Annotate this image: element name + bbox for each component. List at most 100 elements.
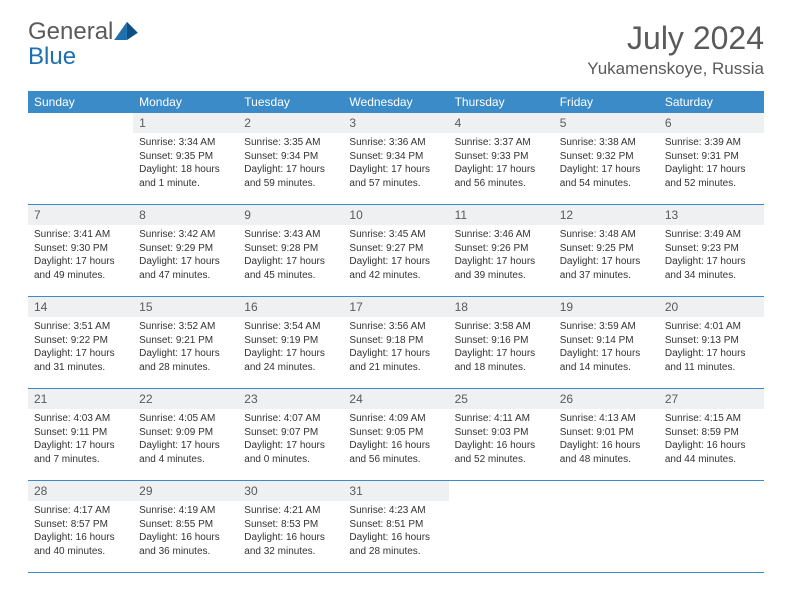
day-cell: 4Sunrise: 3:37 AMSunset: 9:33 PMDaylight…	[449, 113, 554, 205]
day-cell: 17Sunrise: 3:56 AMSunset: 9:18 PMDayligh…	[343, 297, 448, 389]
day-number: 28	[28, 481, 133, 501]
calendar-table: Sunday Monday Tuesday Wednesday Thursday…	[28, 91, 764, 573]
day-cell: 26Sunrise: 4:13 AMSunset: 9:01 PMDayligh…	[554, 389, 659, 481]
day-number: 2	[238, 113, 343, 133]
day-text: Sunrise: 3:43 AMSunset: 9:28 PMDaylight:…	[238, 225, 343, 296]
day-cell: 3Sunrise: 3:36 AMSunset: 9:34 PMDaylight…	[343, 113, 448, 205]
day-cell: 28Sunrise: 4:17 AMSunset: 8:57 PMDayligh…	[28, 481, 133, 573]
day-cell: 21Sunrise: 4:03 AMSunset: 9:11 PMDayligh…	[28, 389, 133, 481]
day-cell	[449, 481, 554, 573]
day-number: 23	[238, 389, 343, 409]
logo-word1: General	[28, 18, 113, 45]
day-number: 10	[343, 205, 448, 225]
day-cell: 22Sunrise: 4:05 AMSunset: 9:09 PMDayligh…	[133, 389, 238, 481]
day-cell: 27Sunrise: 4:15 AMSunset: 8:59 PMDayligh…	[659, 389, 764, 481]
day-text: Sunrise: 3:39 AMSunset: 9:31 PMDaylight:…	[659, 133, 764, 204]
day-number: 16	[238, 297, 343, 317]
weekday-header: Monday	[133, 91, 238, 113]
day-text: Sunrise: 4:01 AMSunset: 9:13 PMDaylight:…	[659, 317, 764, 388]
location: Yukamenskoye, Russia	[587, 59, 764, 79]
day-number: 31	[343, 481, 448, 501]
day-cell: 8Sunrise: 3:42 AMSunset: 9:29 PMDaylight…	[133, 205, 238, 297]
day-cell: 9Sunrise: 3:43 AMSunset: 9:28 PMDaylight…	[238, 205, 343, 297]
header: GeneralBlue July 2024 Yukamenskoye, Russ…	[28, 20, 764, 79]
week-row: 1Sunrise: 3:34 AMSunset: 9:35 PMDaylight…	[28, 113, 764, 205]
calendar-page: GeneralBlue July 2024 Yukamenskoye, Russ…	[0, 0, 792, 593]
day-text: Sunrise: 4:09 AMSunset: 9:05 PMDaylight:…	[343, 409, 448, 480]
day-text: Sunrise: 3:42 AMSunset: 9:29 PMDaylight:…	[133, 225, 238, 296]
day-text: Sunrise: 4:19 AMSunset: 8:55 PMDaylight:…	[133, 501, 238, 572]
day-number: 11	[449, 205, 554, 225]
day-number: 7	[28, 205, 133, 225]
weekday-header: Wednesday	[343, 91, 448, 113]
logo-icon	[114, 20, 138, 45]
day-number: 29	[133, 481, 238, 501]
day-cell: 18Sunrise: 3:58 AMSunset: 9:16 PMDayligh…	[449, 297, 554, 389]
week-row: 28Sunrise: 4:17 AMSunset: 8:57 PMDayligh…	[28, 481, 764, 573]
day-number: 8	[133, 205, 238, 225]
day-text: Sunrise: 3:59 AMSunset: 9:14 PMDaylight:…	[554, 317, 659, 388]
day-cell: 13Sunrise: 3:49 AMSunset: 9:23 PMDayligh…	[659, 205, 764, 297]
day-cell: 11Sunrise: 3:46 AMSunset: 9:26 PMDayligh…	[449, 205, 554, 297]
day-number: 17	[343, 297, 448, 317]
week-row: 7Sunrise: 3:41 AMSunset: 9:30 PMDaylight…	[28, 205, 764, 297]
day-cell: 10Sunrise: 3:45 AMSunset: 9:27 PMDayligh…	[343, 205, 448, 297]
day-text: Sunrise: 3:49 AMSunset: 9:23 PMDaylight:…	[659, 225, 764, 296]
day-number: 5	[554, 113, 659, 133]
day-text: Sunrise: 4:11 AMSunset: 9:03 PMDaylight:…	[449, 409, 554, 480]
day-text: Sunrise: 4:05 AMSunset: 9:09 PMDaylight:…	[133, 409, 238, 480]
day-cell: 1Sunrise: 3:34 AMSunset: 9:35 PMDaylight…	[133, 113, 238, 205]
day-cell	[554, 481, 659, 573]
day-number	[449, 481, 554, 501]
day-cell: 6Sunrise: 3:39 AMSunset: 9:31 PMDaylight…	[659, 113, 764, 205]
day-number: 4	[449, 113, 554, 133]
day-text: Sunrise: 4:17 AMSunset: 8:57 PMDaylight:…	[28, 501, 133, 572]
weekday-header: Thursday	[449, 91, 554, 113]
week-row: 21Sunrise: 4:03 AMSunset: 9:11 PMDayligh…	[28, 389, 764, 481]
day-text: Sunrise: 3:58 AMSunset: 9:16 PMDaylight:…	[449, 317, 554, 388]
day-text: Sunrise: 3:46 AMSunset: 9:26 PMDaylight:…	[449, 225, 554, 296]
day-number: 15	[133, 297, 238, 317]
calendar-body: 1Sunrise: 3:34 AMSunset: 9:35 PMDaylight…	[28, 113, 764, 573]
day-cell: 12Sunrise: 3:48 AMSunset: 9:25 PMDayligh…	[554, 205, 659, 297]
month-title: July 2024	[587, 20, 764, 57]
weekday-header: Friday	[554, 91, 659, 113]
day-number: 13	[659, 205, 764, 225]
logo-word2: Blue	[28, 43, 76, 70]
day-text	[554, 501, 659, 572]
day-cell: 15Sunrise: 3:52 AMSunset: 9:21 PMDayligh…	[133, 297, 238, 389]
day-cell	[659, 481, 764, 573]
day-number: 18	[449, 297, 554, 317]
day-number: 19	[554, 297, 659, 317]
day-number: 12	[554, 205, 659, 225]
day-number	[554, 481, 659, 501]
day-text: Sunrise: 3:38 AMSunset: 9:32 PMDaylight:…	[554, 133, 659, 204]
day-number: 26	[554, 389, 659, 409]
day-text	[28, 133, 133, 204]
day-number: 30	[238, 481, 343, 501]
weekday-header: Tuesday	[238, 91, 343, 113]
day-text: Sunrise: 3:35 AMSunset: 9:34 PMDaylight:…	[238, 133, 343, 204]
day-number: 24	[343, 389, 448, 409]
day-text: Sunrise: 3:34 AMSunset: 9:35 PMDaylight:…	[133, 133, 238, 204]
day-number: 6	[659, 113, 764, 133]
day-text: Sunrise: 3:56 AMSunset: 9:18 PMDaylight:…	[343, 317, 448, 388]
day-text: Sunrise: 4:07 AMSunset: 9:07 PMDaylight:…	[238, 409, 343, 480]
day-text: Sunrise: 3:52 AMSunset: 9:21 PMDaylight:…	[133, 317, 238, 388]
weekday-header: Saturday	[659, 91, 764, 113]
day-cell: 5Sunrise: 3:38 AMSunset: 9:32 PMDaylight…	[554, 113, 659, 205]
day-number	[659, 481, 764, 501]
day-cell: 23Sunrise: 4:07 AMSunset: 9:07 PMDayligh…	[238, 389, 343, 481]
weekday-header-row: Sunday Monday Tuesday Wednesday Thursday…	[28, 91, 764, 113]
day-cell: 2Sunrise: 3:35 AMSunset: 9:34 PMDaylight…	[238, 113, 343, 205]
day-number: 3	[343, 113, 448, 133]
day-cell: 24Sunrise: 4:09 AMSunset: 9:05 PMDayligh…	[343, 389, 448, 481]
weekday-header: Sunday	[28, 91, 133, 113]
day-text	[449, 501, 554, 572]
day-text: Sunrise: 3:51 AMSunset: 9:22 PMDaylight:…	[28, 317, 133, 388]
day-text: Sunrise: 3:41 AMSunset: 9:30 PMDaylight:…	[28, 225, 133, 296]
day-text: Sunrise: 3:54 AMSunset: 9:19 PMDaylight:…	[238, 317, 343, 388]
week-row: 14Sunrise: 3:51 AMSunset: 9:22 PMDayligh…	[28, 297, 764, 389]
day-text: Sunrise: 3:37 AMSunset: 9:33 PMDaylight:…	[449, 133, 554, 204]
day-number	[28, 113, 133, 133]
